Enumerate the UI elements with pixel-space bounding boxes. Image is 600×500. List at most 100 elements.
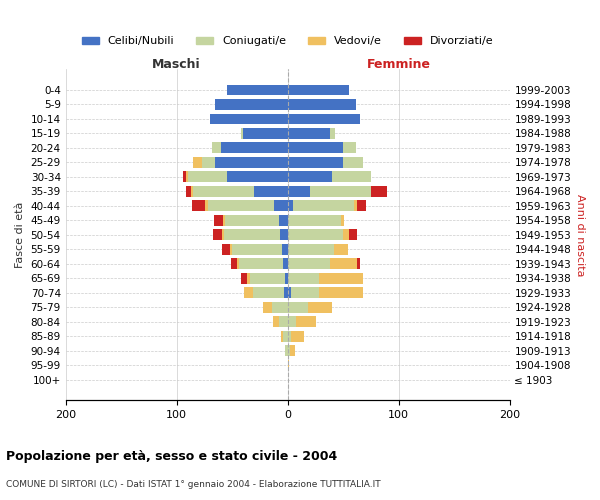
Bar bbox=[231, 258, 236, 270]
Bar bbox=[183, 172, 185, 182]
Bar bbox=[287, 316, 296, 328]
Bar bbox=[280, 230, 287, 240]
Bar bbox=[287, 273, 319, 284]
Bar bbox=[287, 99, 356, 110]
Bar bbox=[250, 273, 286, 284]
Bar bbox=[279, 316, 287, 328]
Bar bbox=[185, 186, 191, 197]
Bar bbox=[358, 200, 367, 211]
Bar bbox=[341, 215, 344, 226]
Bar bbox=[222, 230, 224, 240]
Bar bbox=[241, 273, 247, 284]
Bar bbox=[193, 186, 254, 197]
Bar bbox=[293, 200, 354, 211]
Bar bbox=[215, 99, 287, 110]
Bar bbox=[243, 128, 287, 139]
Bar bbox=[274, 200, 287, 211]
Y-axis label: Anni di nascita: Anni di nascita bbox=[575, 194, 585, 276]
Bar bbox=[244, 288, 253, 298]
Bar bbox=[221, 142, 287, 154]
Bar bbox=[290, 346, 295, 356]
Bar bbox=[283, 258, 287, 270]
Bar bbox=[330, 128, 335, 139]
Bar bbox=[310, 186, 371, 197]
Bar bbox=[254, 186, 287, 197]
Bar bbox=[287, 258, 330, 270]
Bar bbox=[236, 258, 239, 270]
Bar bbox=[232, 244, 282, 255]
Bar bbox=[358, 258, 360, 270]
Bar bbox=[247, 273, 250, 284]
Bar bbox=[287, 360, 289, 371]
Bar bbox=[226, 215, 279, 226]
Bar bbox=[239, 258, 283, 270]
Bar bbox=[286, 273, 287, 284]
Bar bbox=[253, 288, 284, 298]
Bar bbox=[215, 157, 287, 168]
Bar bbox=[308, 302, 332, 313]
Bar bbox=[287, 288, 291, 298]
Bar bbox=[371, 186, 388, 197]
Bar bbox=[287, 244, 334, 255]
Text: Femmine: Femmine bbox=[367, 58, 431, 71]
Bar bbox=[287, 84, 349, 96]
Bar bbox=[291, 288, 319, 298]
Bar bbox=[287, 215, 341, 226]
Bar bbox=[191, 186, 193, 197]
Bar bbox=[287, 230, 343, 240]
Bar bbox=[193, 157, 202, 168]
Bar bbox=[214, 215, 223, 226]
Bar bbox=[241, 128, 243, 139]
Bar bbox=[334, 244, 347, 255]
Bar bbox=[287, 302, 308, 313]
Bar bbox=[227, 172, 287, 182]
Bar bbox=[230, 244, 232, 255]
Bar bbox=[222, 244, 230, 255]
Y-axis label: Fasce di età: Fasce di età bbox=[15, 202, 25, 268]
Text: Maschi: Maschi bbox=[152, 58, 201, 71]
Bar bbox=[291, 331, 304, 342]
Bar bbox=[287, 331, 291, 342]
Bar bbox=[210, 114, 287, 124]
Bar bbox=[287, 172, 332, 182]
Bar bbox=[202, 157, 215, 168]
Bar bbox=[279, 215, 287, 226]
Bar bbox=[273, 316, 279, 328]
Bar bbox=[349, 230, 358, 240]
Bar bbox=[287, 128, 330, 139]
Bar bbox=[192, 200, 205, 211]
Bar bbox=[287, 186, 310, 197]
Bar bbox=[354, 200, 358, 211]
Bar bbox=[343, 157, 363, 168]
Bar bbox=[224, 230, 280, 240]
Bar bbox=[272, 302, 287, 313]
Bar bbox=[185, 172, 188, 182]
Text: Popolazione per età, sesso e stato civile - 2004: Popolazione per età, sesso e stato civil… bbox=[6, 450, 337, 463]
Bar bbox=[287, 346, 290, 356]
Bar bbox=[287, 200, 293, 211]
Bar bbox=[281, 331, 283, 342]
Legend: Celibi/Nubili, Coniugati/e, Vedovi/e, Divorziati/e: Celibi/Nubili, Coniugati/e, Vedovi/e, Di… bbox=[77, 32, 497, 51]
Bar bbox=[284, 288, 287, 298]
Bar bbox=[223, 215, 226, 226]
Bar bbox=[283, 331, 287, 342]
Bar bbox=[213, 230, 222, 240]
Bar bbox=[287, 114, 360, 124]
Bar bbox=[227, 84, 287, 96]
Bar bbox=[296, 316, 316, 328]
Bar bbox=[330, 258, 358, 270]
Bar bbox=[188, 172, 227, 182]
Bar bbox=[263, 302, 272, 313]
Bar bbox=[287, 157, 343, 168]
Bar bbox=[332, 172, 371, 182]
Bar bbox=[212, 142, 221, 154]
Text: COMUNE DI SIRTORI (LC) - Dati ISTAT 1° gennaio 2004 - Elaborazione TUTTITALIA.IT: COMUNE DI SIRTORI (LC) - Dati ISTAT 1° g… bbox=[6, 480, 380, 489]
Bar bbox=[319, 273, 363, 284]
Bar bbox=[208, 200, 274, 211]
Bar bbox=[286, 346, 287, 356]
Bar bbox=[282, 244, 287, 255]
Bar bbox=[343, 230, 349, 240]
Bar bbox=[343, 142, 356, 154]
Bar bbox=[319, 288, 363, 298]
Bar bbox=[287, 142, 343, 154]
